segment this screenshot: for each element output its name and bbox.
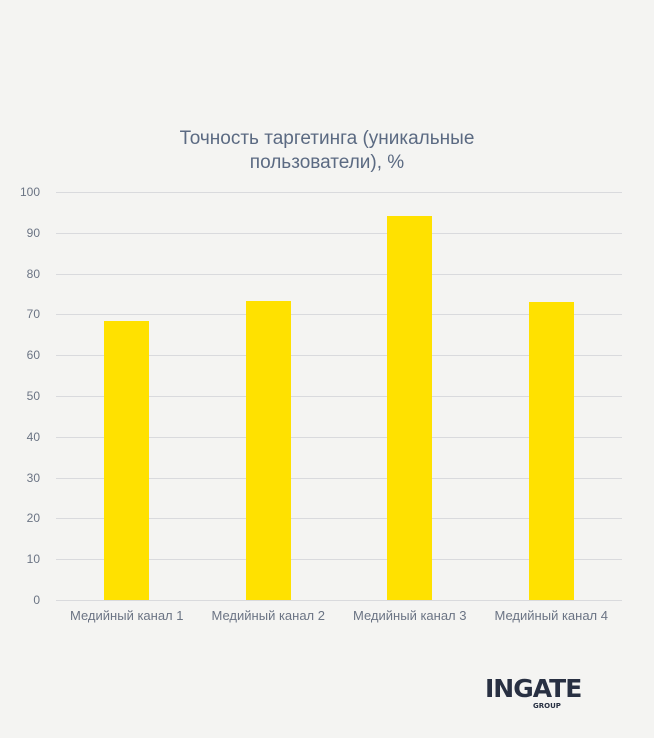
- x-tick-label: Медийный канал 4: [494, 608, 608, 623]
- y-tick-label: 90: [26, 225, 40, 240]
- ingate-group-logo: INGATE GROUP: [485, 674, 589, 711]
- y-tick-label: 60: [26, 348, 40, 363]
- bar: [528, 302, 574, 600]
- gridline: [56, 436, 622, 438]
- gridline: [56, 396, 622, 397]
- logo-sub-text: GROUP: [533, 702, 561, 710]
- plot-area: 0 10 20 30 40 50 60 70 80 90 100: [20, 185, 622, 607]
- gridline: [56, 559, 622, 561]
- chart-title: Точность таргетинга (уникальные пользова…: [0, 127, 654, 175]
- y-tick-label: 0: [33, 593, 40, 607]
- x-tick-label: Медийный канал 1: [70, 608, 184, 623]
- logo-main-text: INGATE: [485, 674, 582, 703]
- gridline: [56, 273, 622, 275]
- chart-title-line-2: пользователи), %: [249, 152, 405, 173]
- y-tick-label: 20: [26, 511, 40, 526]
- y-tick-label: 30: [26, 470, 40, 485]
- gridline: [56, 232, 622, 234]
- gridline: [56, 314, 622, 316]
- chart-title-line-1: Точность таргетинга (уникальные: [179, 128, 475, 149]
- bar: [387, 216, 433, 600]
- bar: [245, 300, 291, 600]
- bar: [104, 320, 150, 600]
- y-tick-label: 80: [26, 266, 40, 281]
- gridline: [56, 477, 622, 479]
- gridline: [56, 355, 622, 357]
- gridline: [56, 192, 622, 193]
- gridline: [56, 600, 622, 601]
- x-tick-label: Медийный канал 2: [211, 608, 325, 623]
- y-tick-label: 70: [26, 307, 40, 322]
- gridline: [56, 518, 622, 520]
- y-tick-label: 100: [19, 185, 40, 199]
- y-tick-label: 50: [26, 389, 40, 403]
- x-axis-labels: Медийный канал 1 Медийный канал 2 Медийный…: [56, 600, 622, 630]
- y-tick-label: 40: [26, 429, 40, 444]
- y-tick-label: 10: [26, 552, 40, 567]
- x-tick-label: Медийный канал 3: [353, 608, 467, 623]
